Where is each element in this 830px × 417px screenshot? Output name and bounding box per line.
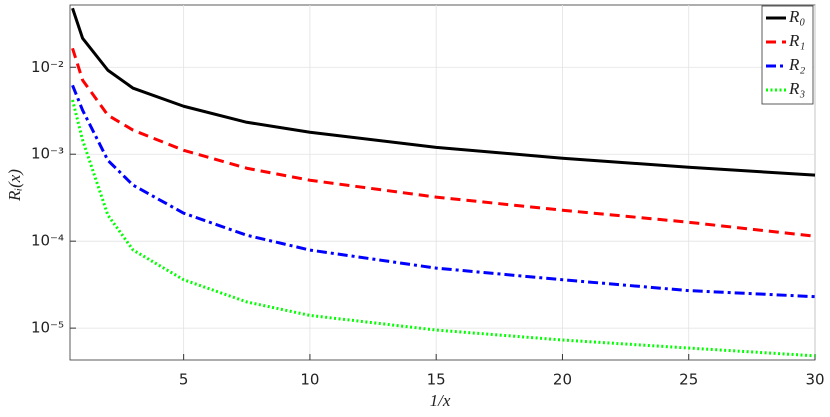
x-tick-label: 30 <box>805 371 824 389</box>
legend-label: R₃ <box>788 79 805 98</box>
y-tick-label: 10⁻⁵ <box>31 319 64 337</box>
series-line <box>71 7 816 177</box>
y-tick-label: 10⁻⁴ <box>31 232 64 250</box>
series-line <box>71 84 816 299</box>
x-tick-label: 15 <box>427 371 446 389</box>
legend-label: R₂ <box>788 55 805 74</box>
y-tick-label: 10⁻² <box>31 58 64 76</box>
legend-box <box>761 5 814 105</box>
legend-label: R₁ <box>788 31 805 50</box>
series-line <box>71 47 816 238</box>
x-tick-label: 5 <box>179 371 189 389</box>
series-line <box>71 99 816 358</box>
x-tick-label: 25 <box>679 371 698 389</box>
x-tick-label: 20 <box>553 371 572 389</box>
x-axis-label: 1/x <box>430 391 451 410</box>
x-tick-label: 10 <box>300 371 319 389</box>
plot-area <box>69 4 816 361</box>
y-tick-label: 10⁻³ <box>31 145 64 163</box>
y-axis-label: Rᵢ(x) <box>5 169 24 202</box>
legend-label: R₀ <box>788 7 805 26</box>
